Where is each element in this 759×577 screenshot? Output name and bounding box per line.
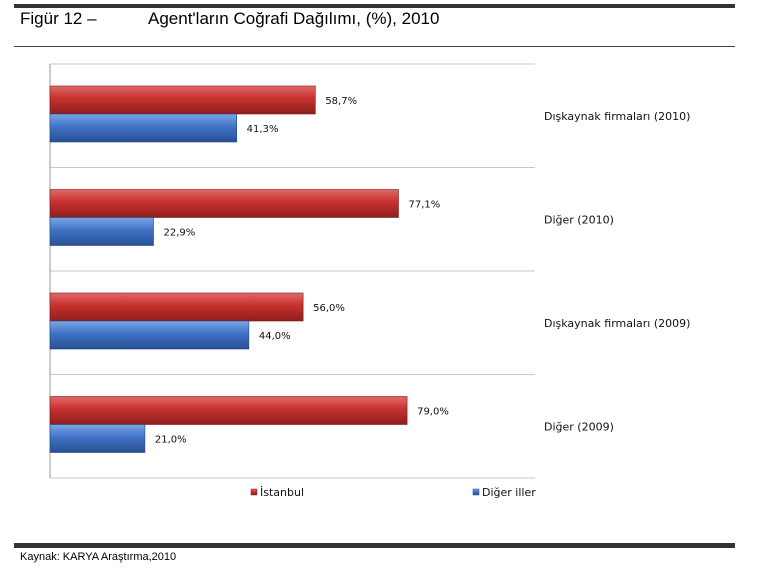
plot-area: 58,7% 41,3% Dışkaynak firmaları (2010) 77,1… (49, 63, 690, 479)
data-label-i-stanbul-diskaynak-firmalari-2010: 58,7% (325, 96, 357, 107)
data-label-diger-iller-diskaynak-firmalari-2010: 41,3% (247, 124, 279, 135)
data-label-i-stanbul-diger-2010: 77,1% (408, 200, 440, 211)
bar-diger-iller-diskaynak-firmalari-2009 (49, 320, 250, 350)
legend-swatch-diger-iller (472, 488, 480, 496)
figure-number: Figür 12 – (20, 9, 97, 28)
top-rule (14, 4, 735, 8)
bar-diger-iller-diger-2010 (49, 217, 154, 246)
data-label-diger-iller-diger-2009: 21,0% (155, 435, 187, 446)
legend-label-i-stanbul: İstanbul (260, 486, 304, 499)
category-label-diskaynak-firmalari-2009: Dışkaynak firmaları (2009) (544, 317, 690, 330)
bar-i-stanbul-diger-2009 (49, 396, 408, 425)
header-rule (14, 46, 735, 47)
source-note: Kaynak: KARYA Araştırma,2010 (20, 551, 177, 563)
bottom-rule (14, 543, 735, 548)
bar-diger-iller-diskaynak-firmalari-2010 (49, 113, 237, 143)
data-label-i-stanbul-diger-2009: 79,0% (417, 407, 449, 418)
bar-chart: 58,7% 41,3% Dışkaynak firmaları (2010) 77,1… (49, 63, 690, 499)
category-label-diskaynak-firmalari-2010: Dışkaynak firmaları (2010) (544, 110, 690, 123)
bar-diger-iller-diger-2009 (49, 424, 146, 453)
legend-label-diger-iller: Diğer iller (482, 486, 536, 499)
data-label-diger-iller-diger-2010: 22,9% (164, 228, 196, 239)
category-label-diger-2010: Diğer (2010) (544, 213, 614, 226)
bar-i-stanbul-diskaynak-firmalari-2009 (49, 292, 304, 322)
data-label-i-stanbul-diskaynak-firmalari-2009: 56,0% (313, 303, 345, 314)
bar-i-stanbul-diger-2010 (49, 189, 399, 218)
bar-i-stanbul-diskaynak-firmalari-2010 (49, 85, 316, 115)
legend-swatch-i-stanbul (250, 488, 258, 496)
figure-title: Agent'ların Coğrafi Dağılımı, (%), 2010 (148, 9, 440, 28)
legend: İstanbul Diğer iller (250, 486, 536, 499)
category-label-diger-2009: Diğer (2009) (544, 420, 614, 433)
data-label-diger-iller-diskaynak-firmalari-2009: 44,0% (259, 331, 291, 342)
